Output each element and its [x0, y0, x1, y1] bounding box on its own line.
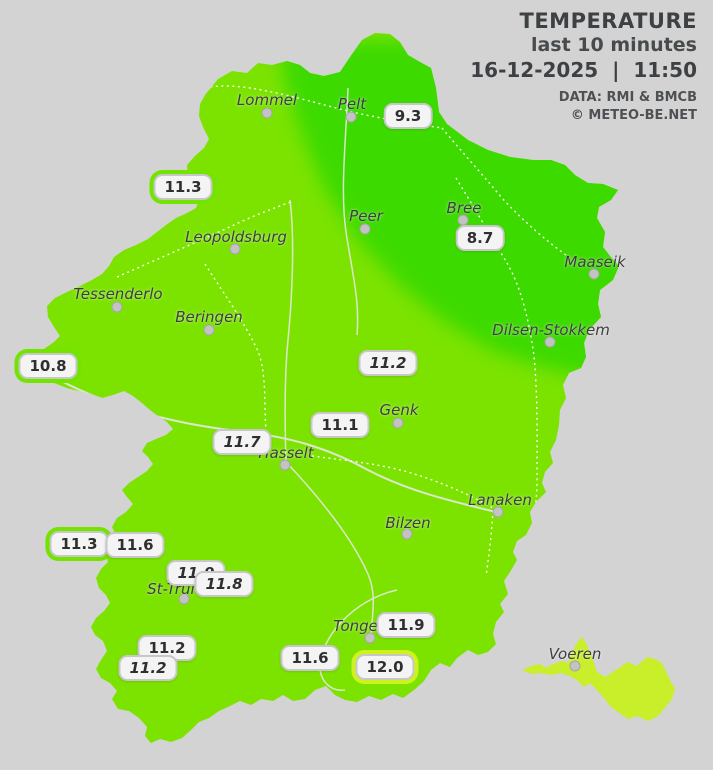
temp-badge: 11.3 — [153, 174, 213, 200]
map-subtitle: last 10 minutes — [530, 34, 697, 57]
temp-badge: 11.2 — [358, 350, 418, 376]
temp-badge: 9.3 — [383, 103, 433, 129]
city-label-peer: Peer — [349, 207, 383, 225]
temp-badge: 8.7 — [455, 225, 505, 251]
map-title-block: TEMPERATURE last 10 minutes 16-12-2025 |… — [470, 8, 697, 124]
city-label-tessenderlo: Tessenderlo — [73, 285, 163, 303]
city-label-bilzen: Bilzen — [385, 514, 431, 532]
city-dot-peer — [359, 223, 371, 235]
city-dot-st-truiden — [178, 593, 190, 605]
city-label-lommel: Lommel — [236, 91, 298, 109]
temp-badge: 11.2 — [118, 655, 178, 681]
city-label-beringen: Beringen — [175, 308, 243, 326]
city-dot-genk — [392, 417, 404, 429]
city-dot-beringen — [203, 324, 215, 336]
city-dot-bilzen — [401, 528, 413, 540]
city-dot-tongeren — [364, 632, 376, 644]
data-source-credit: DATA: RMI & BMCB — [558, 90, 697, 106]
city-dot-hasselt — [279, 459, 291, 471]
city-label-pelt: Pelt — [337, 95, 367, 113]
temp-badge: 11.7 — [212, 429, 272, 455]
city-dot-lanaken — [492, 506, 504, 518]
city-label-hasselt: Hasselt — [258, 444, 314, 462]
city-label-lanaken: Lanaken — [468, 491, 532, 509]
city-dot-lommel — [261, 107, 273, 119]
temp-badge: 11.6 — [280, 645, 340, 671]
city-dot-leopoldsburg — [229, 243, 241, 255]
temp-badge: 11.6 — [105, 532, 165, 558]
city-label-bree: Bree — [446, 199, 482, 217]
map-datetime: 16-12-2025 | 11:50 — [470, 58, 697, 83]
temp-badge: 11.3 — [49, 531, 109, 557]
city-label-dilsen-stokkem: Dilsen-Stokkem — [492, 321, 610, 339]
copyright-credit: © METEO-BE.NET — [570, 107, 697, 123]
city-dot-pelt — [345, 111, 357, 123]
city-label-voeren: Voeren — [548, 645, 602, 663]
city-dot-dilsen-stokkem — [544, 336, 556, 348]
temp-badge: 11.8 — [194, 571, 254, 597]
city-label-leopoldsburg: Leopoldsburg — [185, 228, 287, 246]
city-dot-maaseik — [588, 268, 600, 280]
city-label-maaseik: Maaseik — [564, 253, 626, 271]
temp-badge: 11.1 — [310, 412, 370, 438]
city-dot-voeren — [569, 660, 581, 672]
city-dot-tessenderlo — [111, 301, 123, 313]
temp-badge: 12.0 — [355, 654, 415, 680]
city-label-genk: Genk — [379, 401, 419, 419]
temp-badge: 11.9 — [376, 612, 436, 638]
voeren-exclave-shape — [522, 637, 675, 721]
map-title: TEMPERATURE — [519, 9, 697, 33]
temp-badge: 10.8 — [18, 353, 78, 379]
